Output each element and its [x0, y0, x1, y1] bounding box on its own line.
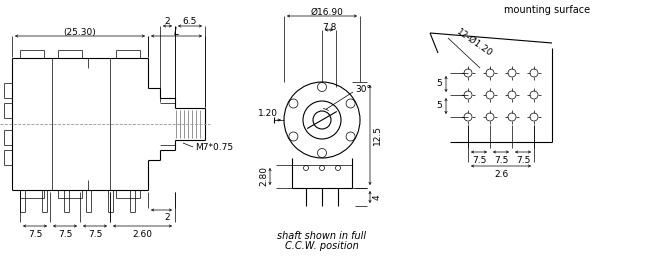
Text: 7.5: 7.5	[516, 156, 530, 165]
Text: 2.80: 2.80	[259, 166, 268, 187]
Text: 2.6: 2.6	[494, 170, 508, 179]
Text: Ø16.90: Ø16.90	[311, 7, 343, 17]
Text: C.C.W. position: C.C.W. position	[285, 241, 359, 251]
Text: (25.30): (25.30)	[63, 28, 96, 36]
Text: 12-Ø1.20: 12-Ø1.20	[455, 27, 494, 59]
Text: 7.5: 7.5	[28, 230, 43, 239]
Text: 7.5: 7.5	[58, 230, 72, 239]
Text: 2: 2	[165, 213, 170, 222]
Text: mounting surface: mounting surface	[504, 5, 590, 15]
Text: M7*0.75: M7*0.75	[195, 143, 233, 152]
Text: L: L	[174, 27, 179, 37]
Text: 5: 5	[436, 79, 442, 88]
Text: 2: 2	[165, 18, 170, 27]
Text: 4: 4	[373, 194, 382, 200]
Text: 7.5: 7.5	[88, 230, 102, 239]
Text: 2.60: 2.60	[133, 230, 152, 239]
Text: 5: 5	[436, 101, 442, 110]
Text: 12.5: 12.5	[373, 125, 382, 145]
Text: 30°: 30°	[355, 85, 371, 94]
Text: 7.8: 7.8	[322, 22, 336, 31]
Text: 7.5: 7.5	[472, 156, 486, 165]
Text: 6.5: 6.5	[183, 18, 198, 27]
Text: 1.20: 1.20	[258, 109, 278, 118]
Text: shaft shown in full: shaft shown in full	[277, 231, 366, 241]
Text: 7.5: 7.5	[494, 156, 508, 165]
